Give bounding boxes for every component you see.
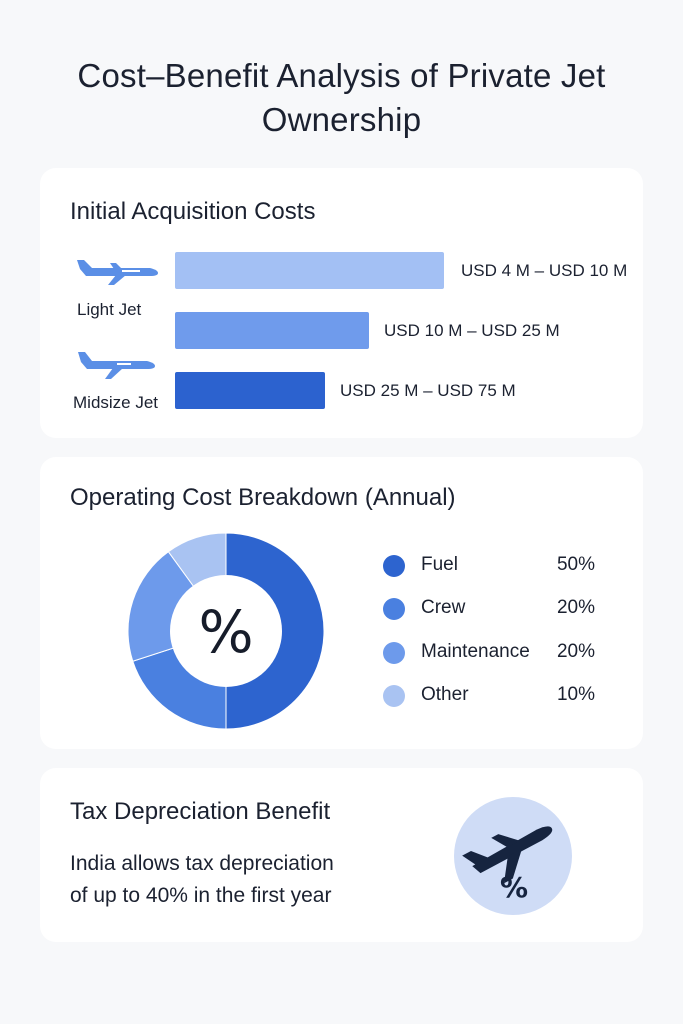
operating-title: Operating Cost Breakdown (Annual) [70, 484, 456, 511]
tax-description: India allows tax depreciation of up to 4… [70, 848, 400, 912]
legend-swatch [383, 598, 405, 620]
tax-text-line: of up to 40% in the first year [70, 884, 332, 907]
airplane-icon [78, 352, 155, 379]
cost-range-bar [175, 252, 444, 289]
acquisition-title: Initial Acquisition Costs [70, 198, 316, 225]
airplane-icon [77, 260, 158, 285]
plane-label-midsize: Midsize Jet [73, 393, 159, 412]
plane-label-light: Light Jet [77, 300, 142, 319]
tax-title: Tax Depreciation Benefit [70, 798, 331, 825]
cost-range-bar [175, 312, 369, 349]
legend-value: 20% [556, 641, 595, 662]
legend-item: Crew 20% [383, 597, 603, 621]
legend-value: 50% [556, 554, 595, 575]
badge-percent: % [500, 871, 528, 904]
page-title: Cost–Benefit Analysis of Private Jet Own… [77, 57, 606, 138]
legend-item: Fuel 50% [383, 554, 603, 578]
donut-hole [170, 575, 282, 687]
percent-symbol: % [198, 598, 253, 666]
tax-card: Tax Depreciation Benefit India allows ta… [40, 768, 643, 942]
legend-swatch [383, 685, 405, 707]
legend-label: Fuel [421, 554, 458, 575]
donut-chart: % [127, 532, 325, 730]
legend-label: Crew [421, 597, 466, 618]
legend-item: Other 10% [383, 684, 603, 708]
cost-range-label: USD 10 M – USD 25 M [384, 321, 560, 340]
airplane-icon: % [462, 826, 553, 904]
airplane-percent-icon: % [454, 797, 572, 915]
legend-label: Maintenance [421, 641, 530, 662]
operating-card: Operating Cost Breakdown (Annual) % Fuel… [40, 457, 643, 749]
legend-value: 10% [556, 684, 595, 705]
cost-range-bar [175, 372, 325, 409]
cost-range-label: USD 25 M – USD 75 M [340, 381, 516, 400]
tax-text-line: India allows tax depreciation [70, 852, 334, 875]
legend-swatch [383, 555, 405, 577]
legend-swatch [383, 642, 405, 664]
cost-range-label: USD 4 M – USD 10 M [461, 261, 628, 280]
legend-value: 20% [556, 597, 595, 618]
legend-item: Maintenance 20% [383, 641, 603, 665]
legend-label: Other [421, 684, 469, 705]
acquisition-card: Initial Acquisition Costs Light Jet Mids… [40, 168, 643, 438]
